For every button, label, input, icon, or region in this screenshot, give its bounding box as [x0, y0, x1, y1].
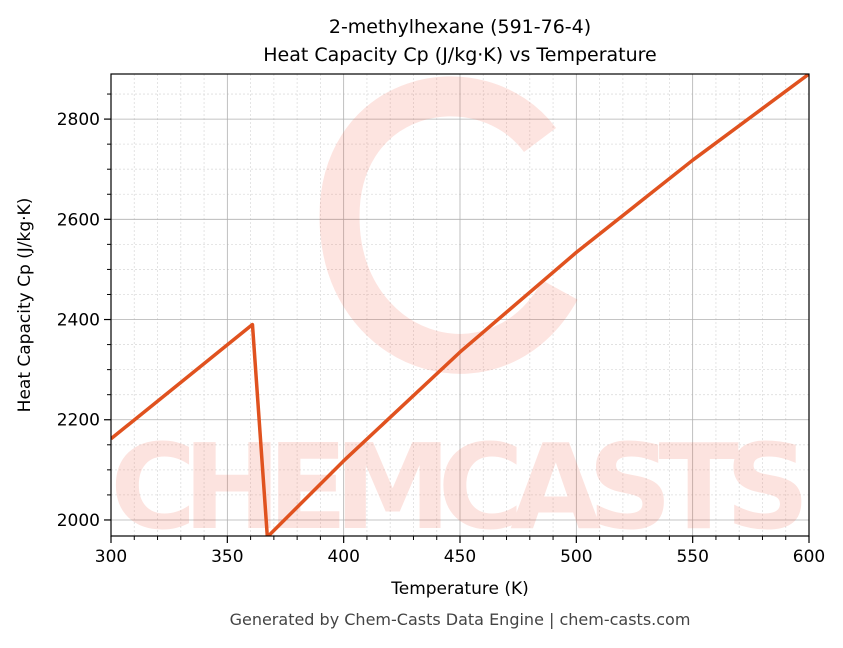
x-tick-label: 350 [211, 547, 243, 567]
y-axis-label: Heat Capacity Cp (J/kg·K) [15, 198, 35, 413]
watermark-logo-arc [319, 76, 578, 374]
x-tick-label: 450 [444, 547, 476, 567]
y-tick-label: 2600 [57, 210, 100, 230]
x-tick-label: 400 [327, 547, 359, 567]
series-line [111, 74, 809, 536]
y-tick-label: 2400 [57, 311, 100, 331]
axes: 300 350 400 450 500 550 600 2000 2200 2400 2600 280… [57, 73, 825, 567]
y-tick-label: 2200 [57, 411, 100, 431]
plot-area [111, 74, 809, 536]
watermark: CHEMCASTS [110, 76, 810, 556]
watermark-text: CHEMCASTS [110, 418, 810, 556]
grid [110, 74, 810, 536]
x-tick-label: 600 [793, 547, 825, 567]
chart-title: 2-methylhexane (591-76-4) [329, 16, 591, 38]
axes-frame [110, 73, 810, 537]
footer-text: Generated by Chem-Casts Data Engine | ch… [230, 610, 691, 629]
x-tick-label: 500 [560, 547, 592, 567]
x-tick-label: 550 [676, 547, 708, 567]
x-tick-label: 300 [95, 547, 127, 567]
y-tick-label: 2000 [57, 511, 100, 531]
y-tick-label: 2800 [57, 110, 100, 130]
x-axis-label: Temperature (K) [390, 579, 529, 599]
chart-subtitle: Heat Capacity Cp (J/kg·K) vs Temperature [263, 44, 657, 66]
